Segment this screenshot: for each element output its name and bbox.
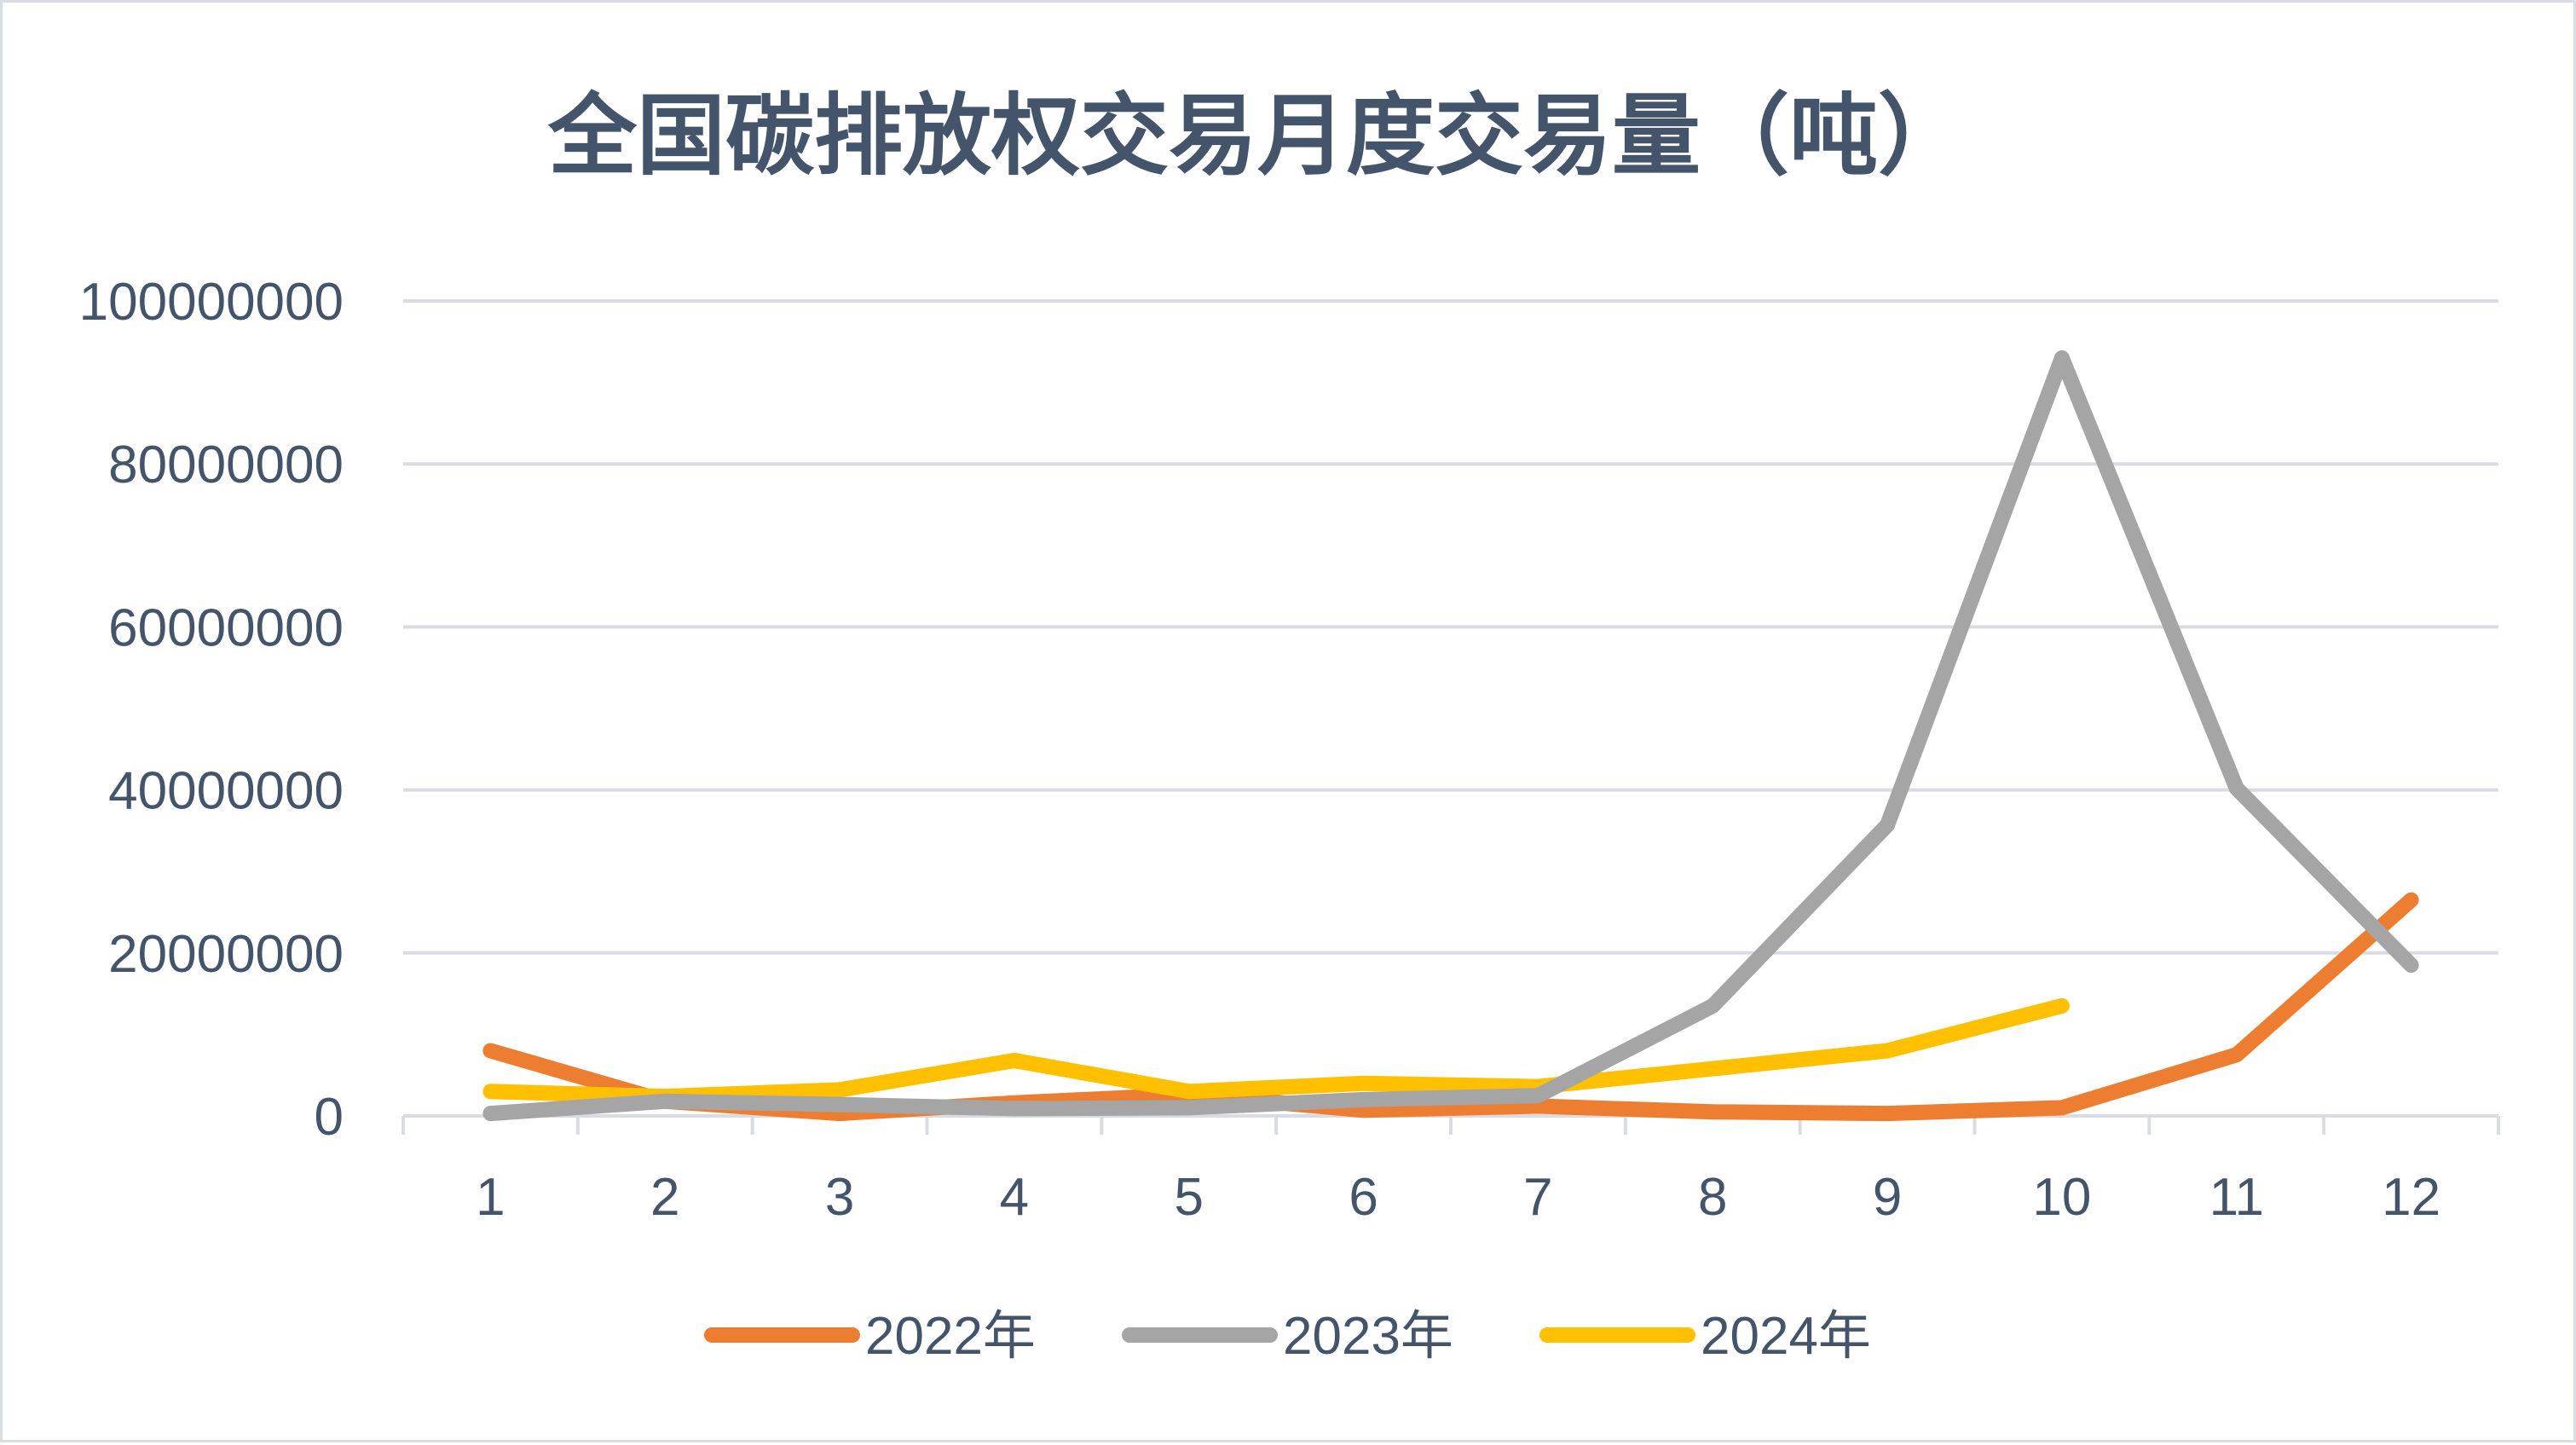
x-tick-label: 7	[1523, 1168, 1552, 1227]
legend: 2022年 2023年 2024年	[704, 1307, 1871, 1366]
y-tick-label: 0	[315, 1088, 344, 1147]
x-tick-label: 5	[1175, 1168, 1204, 1227]
series-line-2023年	[482, 350, 2419, 1122]
y-tick-label: 40000000	[108, 762, 344, 821]
x-tick-label: 8	[1698, 1168, 1727, 1227]
y-tick-label: 60000000	[108, 598, 344, 657]
line-chart: 全国碳排放权交易月度交易量（吨） 0 20000000 40000000 600000…	[79, 84, 2500, 1366]
x-tick-label: 1	[476, 1168, 505, 1227]
y-axis-ticks: 0 20000000 40000000 60000000 80000000 1000000…	[79, 273, 344, 1147]
legend-label: 2023年	[1283, 1307, 1453, 1366]
y-tick-label: 20000000	[108, 925, 344, 984]
legend-item: 2022年	[704, 1307, 1036, 1366]
x-tick-label: 11	[2209, 1168, 2264, 1227]
x-tick-label: 12	[2382, 1168, 2440, 1227]
x-axis	[401, 1114, 2500, 1135]
y-tick-label: 100000000	[79, 273, 344, 332]
x-tick-label: 2	[650, 1168, 679, 1227]
gridlines	[403, 299, 2498, 955]
legend-label: 2022年	[865, 1307, 1036, 1366]
x-tick-label: 4	[1000, 1168, 1029, 1227]
x-tick-label: 6	[1349, 1168, 1378, 1227]
series-lines	[482, 350, 2419, 1122]
x-axis-ticks: 1 2 3 4 5 6 7 8 9 10 11 12	[476, 1168, 2440, 1227]
legend-item: 2024年	[1539, 1307, 1871, 1366]
y-tick-label: 80000000	[108, 436, 344, 494]
series-line-2024年	[482, 997, 2070, 1105]
x-tick-label: 3	[825, 1168, 854, 1227]
legend-item: 2023年	[1122, 1307, 1453, 1366]
x-tick-label: 9	[1873, 1168, 1902, 1227]
chart-title: 全国碳排放权交易月度交易量（吨）	[547, 84, 1967, 188]
x-tick-label: 10	[2032, 1168, 2091, 1227]
legend-label: 2024年	[1701, 1307, 1871, 1366]
